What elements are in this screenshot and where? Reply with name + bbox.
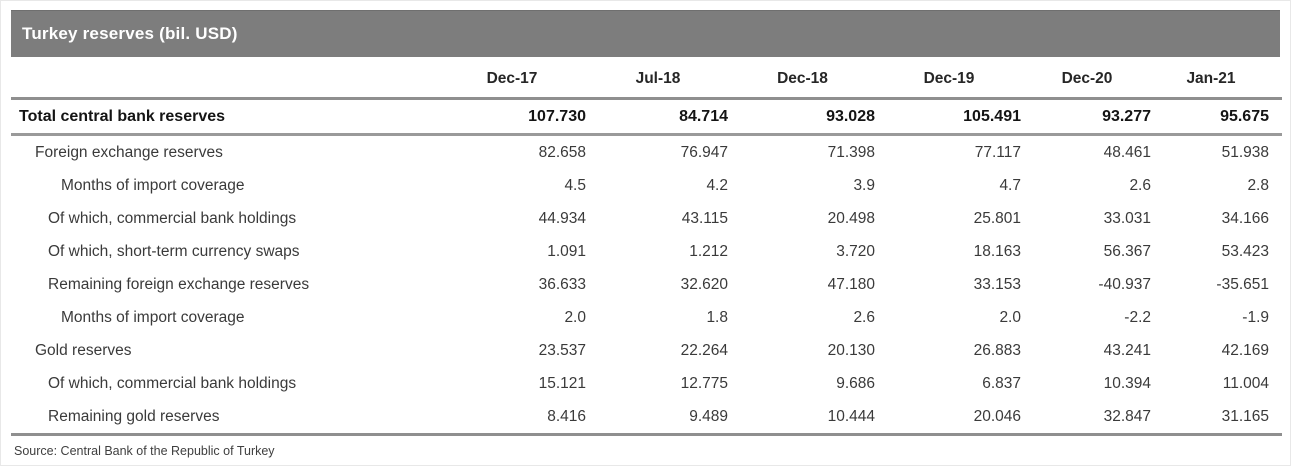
table-row: Of which, short-term currency swaps 1.091… <box>11 235 1282 268</box>
table-row: Foreign exchange reserves 82.658 76.947 71.… <box>11 135 1282 170</box>
cell-value: 4.7 <box>999 176 1021 194</box>
row-label: Total central bank reserves <box>11 98 449 136</box>
cell-value: 32.620 <box>680 275 728 293</box>
cell-value: -35.651 <box>1216 275 1269 293</box>
cell-value: 33.153 <box>973 275 1021 293</box>
row-label: Remaining foreign exchange reserves <box>48 275 310 293</box>
table-row: Months of import coverage 4.5 4.2 3.9 4.7 2.6… <box>11 169 1282 202</box>
cell-value: 6.837 <box>982 374 1021 392</box>
table-row: Months of import coverage 2.0 1.8 2.6 2.0 -2.… <box>11 301 1282 334</box>
cell-value: 10.394 <box>1103 374 1151 392</box>
table-row: Total central bank reserves 107.730 84.714… <box>11 98 1282 136</box>
cell-value: 95.675 <box>1164 98 1282 136</box>
cell-value: 71.398 <box>827 143 875 161</box>
cell-value: 43.241 <box>1103 341 1151 359</box>
cell-value: 20.046 <box>888 400 1034 436</box>
cell-value: 1.8 <box>706 308 728 326</box>
cell-value: 93.028 <box>741 98 888 136</box>
cell-value: 107.730 <box>449 98 599 136</box>
cell-value: 56.367 <box>1103 242 1151 260</box>
table-body: Total central bank reserves 107.730 84.714… <box>11 98 1282 436</box>
cell-value: 93.277 <box>1034 98 1164 136</box>
cell-value: 23.537 <box>538 341 586 359</box>
cell-value: 32.847 <box>1034 400 1164 436</box>
cell-value: 36.633 <box>538 275 586 293</box>
cell-value: 105.491 <box>888 98 1034 136</box>
table-title: Turkey reserves (bil. USD) <box>22 24 238 43</box>
cell-value: 18.163 <box>973 242 1021 260</box>
cell-value: 77.117 <box>974 143 1021 161</box>
cell-value: -2.2 <box>1124 308 1151 326</box>
cell-value: 1.091 <box>547 242 586 260</box>
cell-value: 15.121 <box>538 374 586 392</box>
table-row: Of which, commercial bank holdings 44.934… <box>11 202 1282 235</box>
cell-value: 2.6 <box>1129 176 1151 194</box>
row-label: Months of import coverage <box>61 308 245 326</box>
cell-value: 12.775 <box>680 374 728 392</box>
cell-value: 2.8 <box>1247 176 1269 194</box>
corner-cell <box>11 60 449 100</box>
cell-value: 9.686 <box>836 374 875 392</box>
cell-value: -40.937 <box>1098 275 1151 293</box>
header-row: Dec-17 Jul-18 Dec-18 Dec-19 Dec-20 Jan-21 <box>11 60 1282 100</box>
row-label: Of which, short-term currency swaps <box>48 242 300 260</box>
reserves-table: Dec-17 Jul-18 Dec-18 Dec-19 Dec-20 Jan-21 Tot… <box>11 60 1282 436</box>
cell-value: 1.212 <box>689 242 728 260</box>
cell-value: 31.165 <box>1164 400 1282 436</box>
cell-value: 25.801 <box>973 209 1021 227</box>
cell-value: 8.416 <box>449 400 599 436</box>
source-note: Source: Central Bank of the Republic of … <box>14 444 275 458</box>
table-row: Of which, commercial bank holdings 15.121… <box>11 367 1282 400</box>
column-header: Dec-17 <box>449 60 599 100</box>
row-label: Gold reserves <box>35 341 132 359</box>
cell-value: 2.0 <box>564 308 586 326</box>
column-header: Jan-21 <box>1164 60 1282 100</box>
cell-value: 26.883 <box>973 341 1021 359</box>
cell-value: 76.947 <box>680 143 728 161</box>
table-row: Remaining gold reserves 8.416 9.489 10.444 2… <box>11 400 1282 436</box>
cell-value: 10.444 <box>741 400 888 436</box>
cell-value: 22.264 <box>680 341 728 359</box>
cell-value: 3.9 <box>853 176 875 194</box>
cell-value: 47.180 <box>827 275 875 293</box>
cell-value: 84.714 <box>599 98 741 136</box>
cell-value: 51.938 <box>1221 143 1269 161</box>
table-title-bar: Turkey reserves (bil. USD) <box>11 10 1280 57</box>
cell-value: 11.004 <box>1222 374 1269 392</box>
cell-value: 42.169 <box>1221 341 1269 359</box>
row-label: Remaining gold reserves <box>11 400 449 436</box>
cell-value: 2.6 <box>853 308 875 326</box>
cell-value: -1.9 <box>1242 308 1269 326</box>
row-label: Of which, commercial bank holdings <box>48 209 297 227</box>
cell-value: 4.5 <box>564 176 586 194</box>
column-header: Dec-20 <box>1034 60 1164 100</box>
cell-value: 82.658 <box>538 143 586 161</box>
cell-value: 2.0 <box>999 308 1021 326</box>
row-label: Of which, commercial bank holdings <box>48 374 297 392</box>
cell-value: 3.720 <box>836 242 875 260</box>
cell-value: 20.130 <box>827 341 875 359</box>
cell-value: 48.461 <box>1103 143 1151 161</box>
table-row: Remaining foreign exchange reserves 36.63… <box>11 268 1282 301</box>
table-row: Gold reserves 23.537 22.264 20.130 26.883 43.… <box>11 334 1282 367</box>
row-label: Months of import coverage <box>61 176 245 194</box>
cell-value: 43.115 <box>681 209 728 227</box>
cell-value: 4.2 <box>706 176 728 194</box>
cell-value: 53.423 <box>1221 242 1269 260</box>
cell-value: 34.166 <box>1221 209 1269 227</box>
column-header: Dec-18 <box>741 60 888 100</box>
row-label: Foreign exchange reserves <box>35 143 223 161</box>
column-header: Dec-19 <box>888 60 1034 100</box>
cell-value: 20.498 <box>827 209 875 227</box>
cell-value: 44.934 <box>538 209 586 227</box>
reserves-table-figure: Turkey reserves (bil. USD) Dec-17 Jul-18 D… <box>1 1 1290 458</box>
column-header: Jul-18 <box>599 60 741 100</box>
cell-value: 33.031 <box>1103 209 1151 227</box>
cell-value: 9.489 <box>599 400 741 436</box>
